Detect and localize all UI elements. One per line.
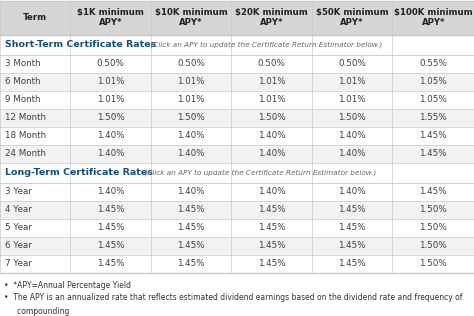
- Text: 1.45%: 1.45%: [419, 149, 447, 158]
- Text: 1.45%: 1.45%: [419, 187, 447, 196]
- Text: 9 Month: 9 Month: [5, 95, 40, 104]
- Text: 1.40%: 1.40%: [177, 131, 205, 140]
- Text: 0.50%: 0.50%: [338, 59, 366, 68]
- Bar: [0, 34, 474, 54]
- Text: 1.40%: 1.40%: [338, 149, 366, 158]
- Bar: [0, 90, 474, 108]
- Text: 1.40%: 1.40%: [177, 187, 205, 196]
- Text: 3 Month: 3 Month: [5, 59, 41, 68]
- Bar: [0, 254, 474, 272]
- Text: 1.01%: 1.01%: [97, 77, 124, 86]
- Bar: [0, 162, 474, 183]
- Text: 1.45%: 1.45%: [97, 241, 124, 250]
- Text: (Click an APY to update the Certificate Return Estimator below.): (Click an APY to update the Certificate …: [148, 41, 382, 48]
- Text: 18 Month: 18 Month: [5, 131, 46, 140]
- Text: 1.01%: 1.01%: [97, 95, 124, 104]
- Text: Long-Term Certificate Rates: Long-Term Certificate Rates: [5, 168, 153, 177]
- Text: 1.01%: 1.01%: [177, 95, 205, 104]
- Text: Short-Term Certificate Rates: Short-Term Certificate Rates: [5, 40, 156, 49]
- Text: $100K minimum
APY*: $100K minimum APY*: [394, 8, 473, 27]
- Text: 1.45%: 1.45%: [177, 223, 205, 232]
- Text: compounding: compounding: [10, 307, 69, 315]
- Text: 0.50%: 0.50%: [97, 59, 124, 68]
- Text: 1.45%: 1.45%: [97, 223, 124, 232]
- Text: 1.50%: 1.50%: [419, 205, 447, 214]
- Text: 6 Year: 6 Year: [5, 241, 32, 250]
- Text: 4 Year: 4 Year: [5, 205, 32, 214]
- Text: •  *APY=Annual Percentage Yield: • *APY=Annual Percentage Yield: [4, 281, 131, 289]
- Text: 1.40%: 1.40%: [258, 149, 285, 158]
- Bar: [0, 144, 474, 162]
- Text: 1.50%: 1.50%: [97, 113, 124, 122]
- Text: 1.45%: 1.45%: [258, 259, 285, 268]
- Text: 5 Year: 5 Year: [5, 223, 32, 232]
- Text: 1.50%: 1.50%: [258, 113, 285, 122]
- Bar: [0, 218, 474, 236]
- Text: 1.55%: 1.55%: [419, 113, 447, 122]
- Bar: [0, 108, 474, 126]
- Text: 1.01%: 1.01%: [338, 95, 366, 104]
- Bar: [0, 1, 474, 34]
- Text: $10K minimum
APY*: $10K minimum APY*: [155, 8, 228, 27]
- Text: $20K minimum
APY*: $20K minimum APY*: [235, 8, 308, 27]
- Text: 1.40%: 1.40%: [258, 131, 285, 140]
- Text: 1.45%: 1.45%: [338, 223, 366, 232]
- Bar: [0, 200, 474, 218]
- Text: 1.40%: 1.40%: [338, 131, 366, 140]
- Text: 1.50%: 1.50%: [177, 113, 205, 122]
- Text: 1.40%: 1.40%: [177, 149, 205, 158]
- Bar: [0, 183, 474, 200]
- Text: 1.45%: 1.45%: [97, 205, 124, 214]
- Text: 1.45%: 1.45%: [338, 259, 366, 268]
- Text: 7 Year: 7 Year: [5, 259, 32, 268]
- Text: 0.50%: 0.50%: [177, 59, 205, 68]
- Text: 1.01%: 1.01%: [258, 95, 285, 104]
- Text: 1.50%: 1.50%: [419, 223, 447, 232]
- Text: 3 Year: 3 Year: [5, 187, 32, 196]
- Text: 6 Month: 6 Month: [5, 77, 40, 86]
- Bar: [0, 54, 474, 72]
- Text: 1.45%: 1.45%: [258, 205, 285, 214]
- Text: 1.40%: 1.40%: [258, 187, 285, 196]
- Text: •  The APY is an annualized rate that reflects estimated dividend earnings based: • The APY is an annualized rate that ref…: [4, 294, 463, 302]
- Text: 1.01%: 1.01%: [177, 77, 205, 86]
- Text: 1.40%: 1.40%: [97, 149, 124, 158]
- Bar: [0, 236, 474, 254]
- Text: 1.45%: 1.45%: [258, 241, 285, 250]
- Text: 1.45%: 1.45%: [419, 131, 447, 140]
- Text: 1.50%: 1.50%: [338, 113, 366, 122]
- Text: 1.45%: 1.45%: [97, 259, 124, 268]
- Text: 24 Month: 24 Month: [5, 149, 46, 158]
- Text: Term: Term: [23, 13, 47, 22]
- Text: 1.40%: 1.40%: [97, 131, 124, 140]
- Text: 1.01%: 1.01%: [338, 77, 366, 86]
- Text: 1.45%: 1.45%: [338, 205, 366, 214]
- Text: 0.50%: 0.50%: [258, 59, 285, 68]
- Text: (Click an APY to update the Certificate Return Estimator below.): (Click an APY to update the Certificate …: [142, 169, 376, 176]
- Text: 1.45%: 1.45%: [177, 205, 205, 214]
- Text: 1.45%: 1.45%: [177, 241, 205, 250]
- Text: 1.45%: 1.45%: [338, 241, 366, 250]
- Text: $1K minimum
APY*: $1K minimum APY*: [77, 8, 144, 27]
- Text: 1.50%: 1.50%: [419, 241, 447, 250]
- Text: 1.45%: 1.45%: [177, 259, 205, 268]
- Text: 1.01%: 1.01%: [258, 77, 285, 86]
- Text: 1.05%: 1.05%: [419, 77, 447, 86]
- Text: 0.55%: 0.55%: [419, 59, 447, 68]
- Text: 1.40%: 1.40%: [338, 187, 366, 196]
- Text: 1.45%: 1.45%: [258, 223, 285, 232]
- Text: $50K minimum
APY*: $50K minimum APY*: [316, 8, 389, 27]
- Text: 12 Month: 12 Month: [5, 113, 46, 122]
- Bar: [0, 72, 474, 90]
- Text: 1.05%: 1.05%: [419, 95, 447, 104]
- Text: 1.40%: 1.40%: [97, 187, 124, 196]
- Bar: [0, 126, 474, 144]
- Text: 1.50%: 1.50%: [419, 259, 447, 268]
